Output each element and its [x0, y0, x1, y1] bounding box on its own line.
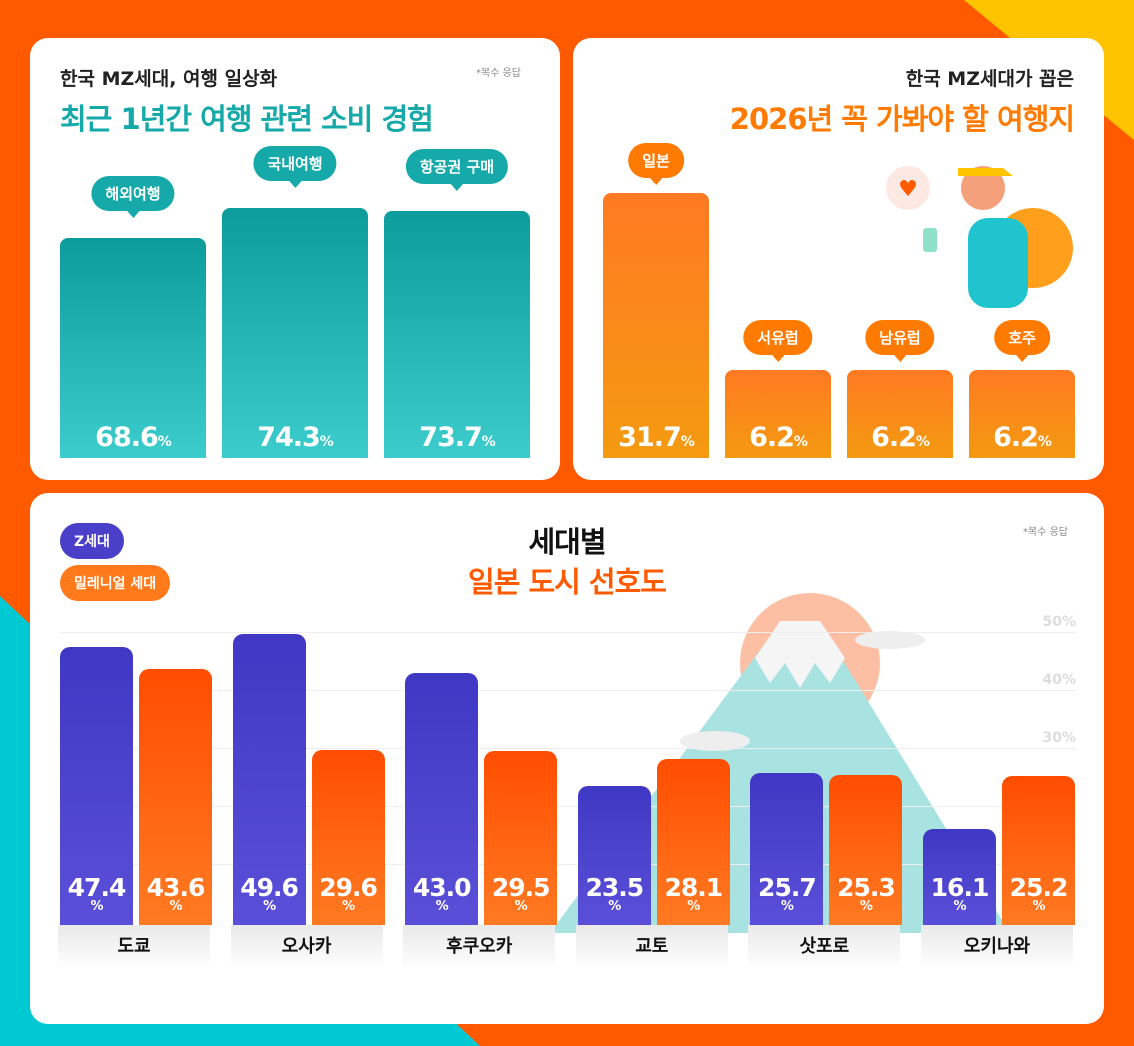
- bar: [603, 192, 709, 458]
- value-label: 73.7%: [419, 422, 496, 453]
- bar: [847, 369, 953, 458]
- bar: [60, 238, 206, 458]
- title-line2: 일본 도시 선호도: [468, 565, 667, 599]
- gridline: [60, 806, 1076, 807]
- bar-label: 해외여행: [91, 176, 175, 219]
- value-label: 43.6%: [146, 873, 206, 914]
- bar-millennial: [311, 750, 385, 925]
- y-tick-label: 50%: [1042, 614, 1076, 630]
- title-line1: 세대별: [528, 525, 606, 559]
- bar: [969, 369, 1075, 458]
- value-label: 43.0%: [412, 873, 472, 914]
- value-label: 23.5%: [585, 873, 644, 914]
- value-label: 47.4%: [67, 873, 127, 914]
- title: 최근 1년간 여행 관련 소비 경험: [60, 102, 434, 136]
- bar-z: [577, 785, 651, 925]
- bar-label: 서유럽: [743, 319, 813, 362]
- bar-label: 호주: [994, 319, 1050, 362]
- value-label: 68.6%: [95, 422, 172, 453]
- legend-z: Z세대: [60, 523, 124, 559]
- legend-m: 밀레니얼 세대: [60, 565, 171, 601]
- bar-label: 일본: [628, 142, 684, 185]
- bar-z: [60, 647, 133, 925]
- subtitle: 한국 MZ세대, 여행 일상화: [60, 68, 278, 90]
- bar-z: [232, 634, 306, 925]
- bar: [725, 369, 831, 458]
- travel-spending-card: 한국 MZ세대, 여행 일상화 최근 1년간 여행 관련 소비 경험 *복수 응…: [30, 38, 560, 480]
- gridline: [60, 690, 1076, 691]
- value-label: 25.2%: [1009, 873, 1069, 914]
- y-tick-label: 40%: [1042, 672, 1076, 688]
- svg-text:♥: ♥: [898, 177, 918, 202]
- note: *복수 응답: [476, 68, 521, 79]
- value-label: 29.6%: [319, 873, 378, 914]
- city-label: 교토: [575, 925, 728, 969]
- city-label: 후쿠오카: [403, 925, 556, 969]
- y-tick-label: 30%: [1042, 730, 1076, 746]
- value-label: 29.5%: [491, 873, 551, 914]
- bar-label: 남유럽: [865, 319, 935, 362]
- city-label: 삿포로: [748, 925, 901, 969]
- bar-millennial: [1002, 775, 1075, 925]
- bar-millennial: [484, 750, 558, 925]
- value-label: 6.2%: [749, 422, 808, 453]
- value-label: 6.2%: [993, 422, 1052, 453]
- city-label: 도쿄: [58, 925, 210, 969]
- city-label: 오사카: [230, 925, 383, 969]
- value-label: 25.3%: [837, 873, 896, 914]
- bar-z: [750, 772, 824, 925]
- bar-millennial: [829, 775, 903, 925]
- bar-millennial: [656, 759, 730, 925]
- city-preference-card: Z세대 밀레니얼 세대 세대별 일본 도시 선호도 *복수 응답 30% 40% 5…: [30, 493, 1104, 1024]
- value-label: 74.3%: [257, 422, 334, 453]
- bar-z: [923, 828, 996, 925]
- title: 2026년 꼭 가봐야 할 여행지: [729, 102, 1075, 136]
- destination-card: 한국 MZ세대가 꼽은 2026년 꼭 가봐야 할 여행지 ♥ 일본 31.7% 서…: [573, 38, 1104, 480]
- value-label: 6.2%: [871, 422, 930, 453]
- bar-label: 국내여행: [253, 146, 337, 189]
- bar-millennial: [139, 669, 212, 925]
- value-label: 16.1%: [930, 873, 990, 914]
- note: *복수 응답: [1023, 527, 1068, 538]
- bar: [384, 211, 530, 458]
- value-label: 31.7%: [618, 422, 695, 453]
- traveler-illustration: ♥: [886, 166, 1073, 308]
- subtitle: 한국 MZ세대가 꼽은: [905, 68, 1074, 90]
- bar: [222, 208, 368, 458]
- gridline: [60, 864, 1076, 865]
- value-label: 25.7%: [758, 873, 817, 914]
- value-label: 28.1%: [664, 873, 723, 914]
- bar-z: [405, 672, 479, 925]
- bar-label: 항공권 구매: [405, 149, 509, 192]
- gridline: [60, 632, 1076, 633]
- city-label: 오키나와: [921, 925, 1073, 969]
- gridline: [60, 748, 1076, 749]
- value-label: 49.6%: [240, 873, 299, 914]
